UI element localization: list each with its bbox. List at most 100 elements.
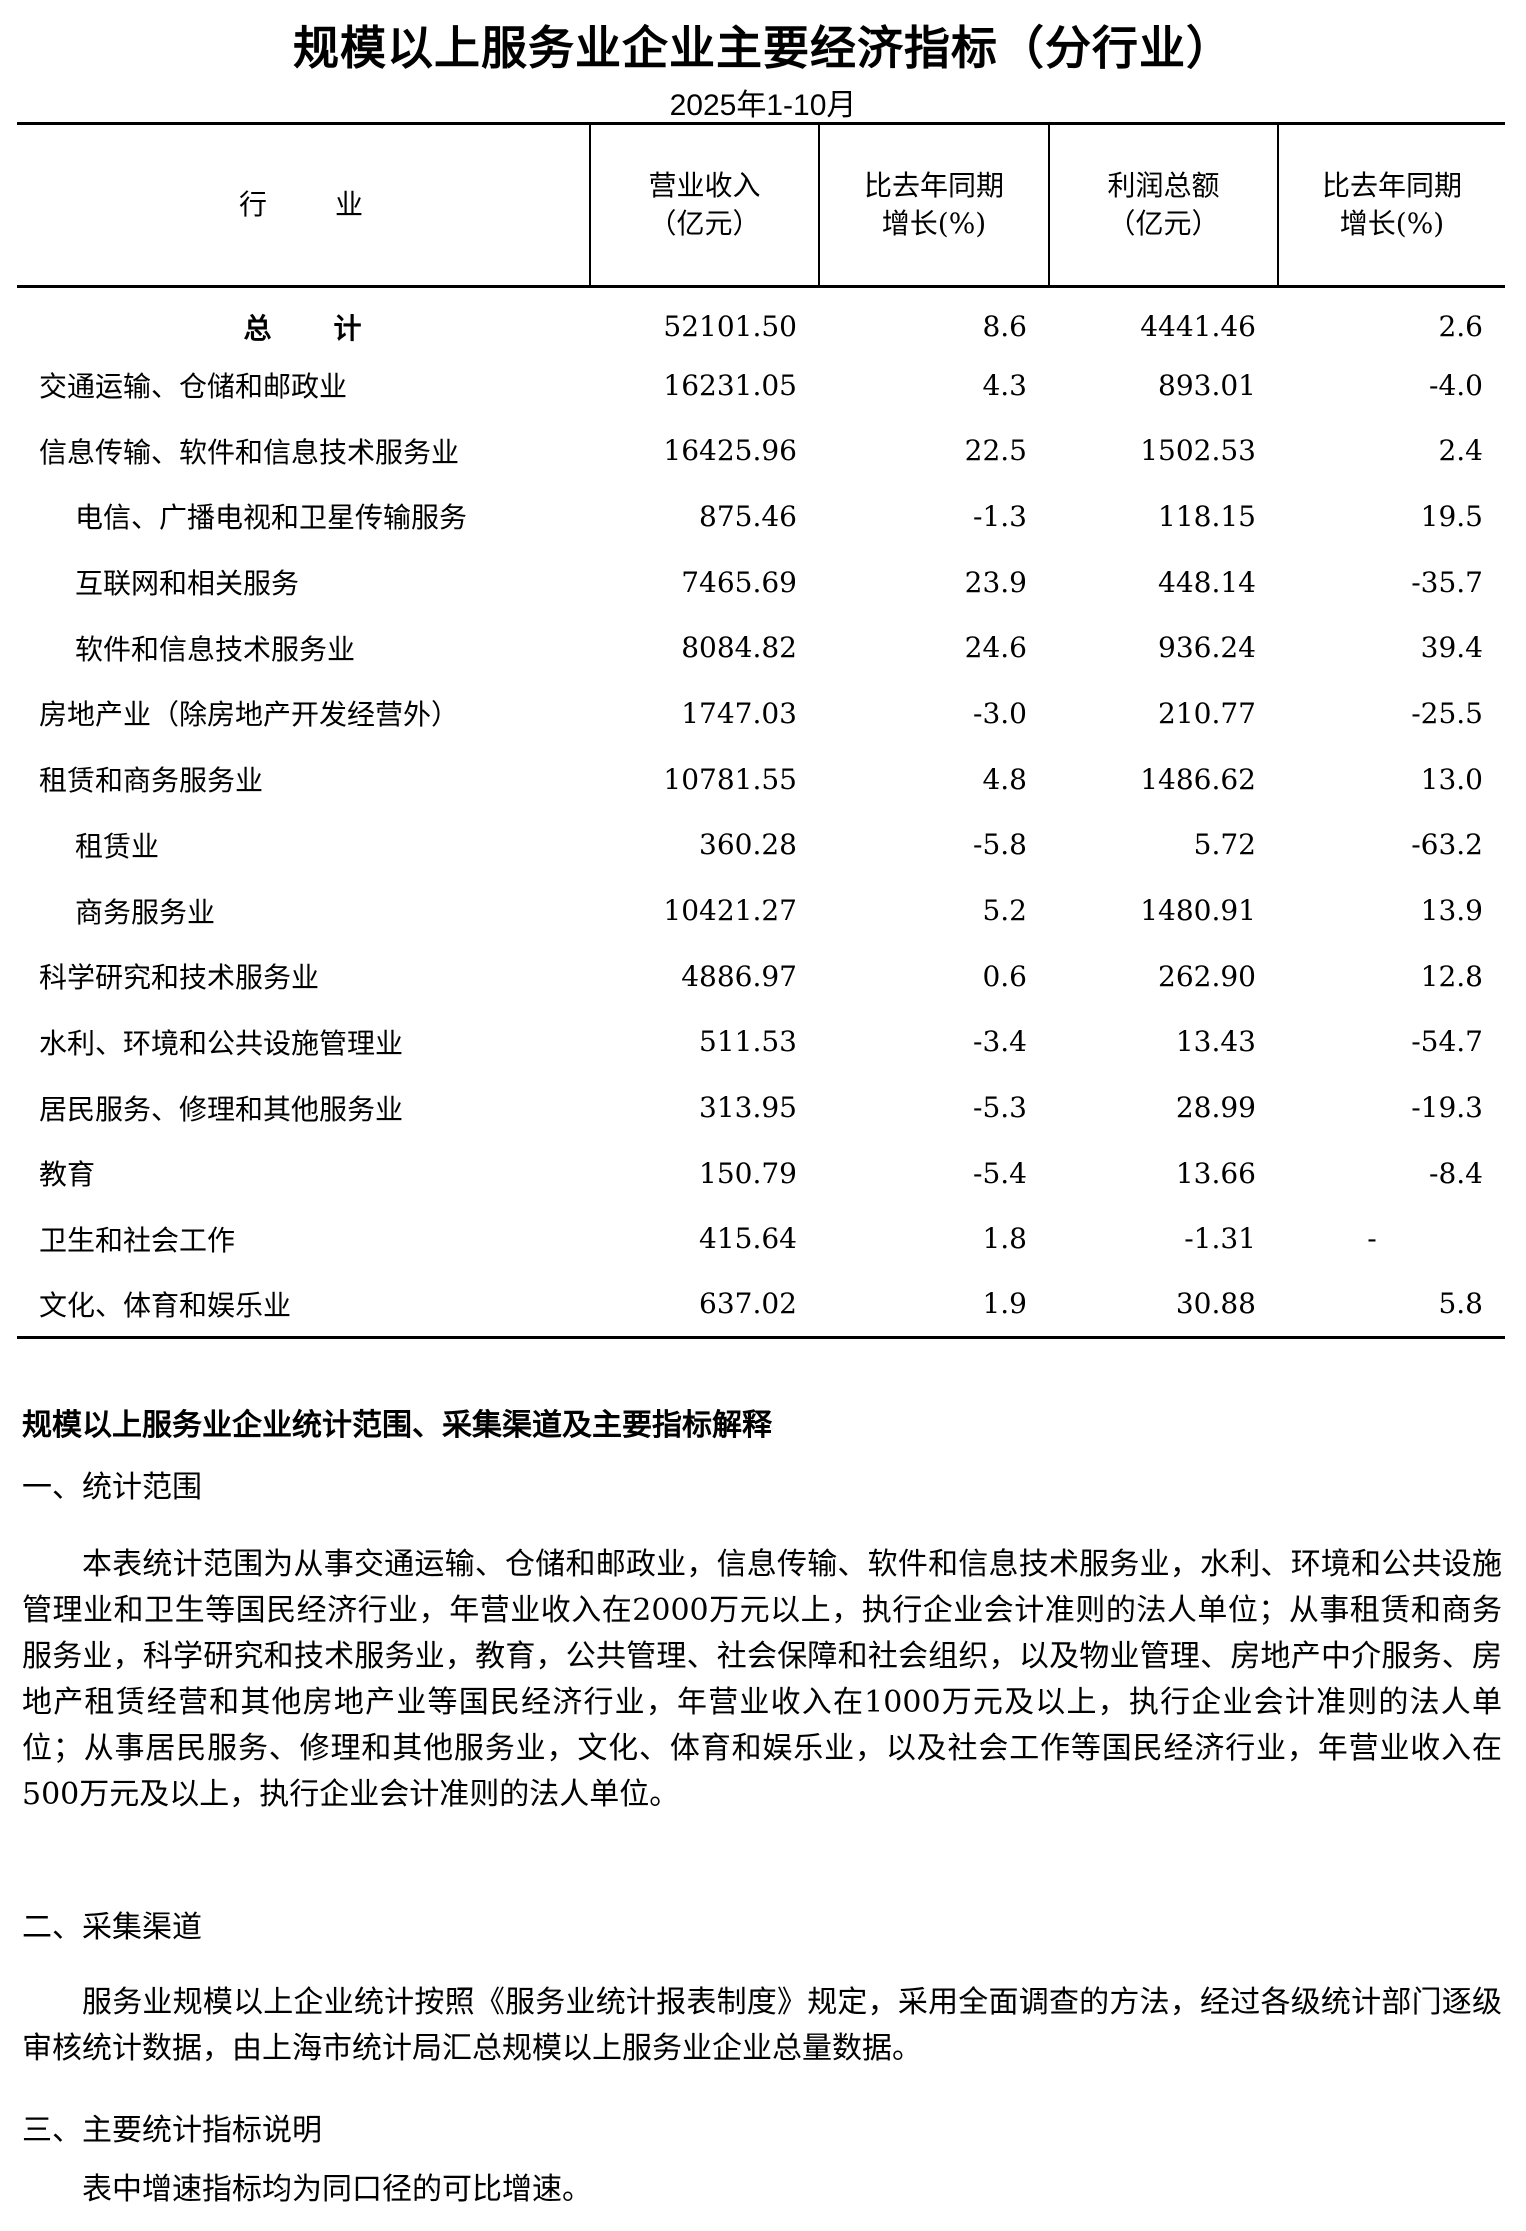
table-row: 科学研究和技术服务业 4886.97 0.6 262.90 12.8 [17, 943, 1505, 1009]
rev_growth-cell: -5.4 [973, 1156, 1027, 1190]
profit-cell: 1502.53 [1140, 434, 1256, 468]
profit_growth-cell: 13.0 [1420, 762, 1483, 796]
table-body: 总 计 52101.50 8.6 4441.46 2.6 交通运输、仓储和邮政业 16231… [17, 287, 1505, 1338]
table-row: 租赁和商务服务业 10781.55 4.8 1486.62 13.0 [17, 746, 1505, 812]
profit_growth-cell: 39.4 [1420, 631, 1483, 665]
revenue-cell: 1747.03 [681, 696, 797, 730]
rev_growth-cell: -5.8 [973, 828, 1027, 862]
industry-name-cell: 信息传输、软件和信息技术服务业 [39, 435, 460, 469]
revenue-cell: 360.28 [699, 828, 797, 862]
table-row: 文化、体育和娱乐业 637.02 1.9 30.88 5.8 [17, 1272, 1505, 1338]
table-row: 房地产业（除房地产开发经营外） 1747.03 -3.0 210.77 -25.5 [17, 681, 1505, 747]
rev_growth-cell: -1.3 [973, 499, 1027, 533]
table-row: 卫生和社会工作 415.64 1.8 -1.31 - [17, 1206, 1505, 1272]
rev_growth-cell: 22.5 [964, 434, 1027, 468]
profit_growth-cell: -4.0 [1429, 368, 1483, 402]
profit-cell: 118.15 [1158, 499, 1256, 533]
column-header-line: 营业收入 [648, 169, 761, 202]
profit-cell: 1486.62 [1140, 762, 1256, 796]
profit-cell: 448.14 [1158, 565, 1256, 599]
column-header: 比去年同期增长(%) [1277, 123, 1505, 287]
rev_growth-cell: -5.3 [973, 1091, 1027, 1125]
profit_growth-cell: -63.2 [1411, 828, 1483, 862]
section-1-title: 一、统计范围 [22, 1470, 202, 1505]
table-row: 居民服务、修理和其他服务业 313.95 -5.3 28.99 -19.3 [17, 1075, 1505, 1141]
profit_growth-cell: 12.8 [1420, 959, 1483, 993]
industry-name-cell: 房地产业（除房地产开发经营外） [39, 698, 460, 732]
profit_growth-cell: -19.3 [1411, 1091, 1483, 1125]
industry-name-cell: 租赁业 [75, 829, 160, 863]
revenue-cell: 313.95 [699, 1091, 797, 1125]
rev_growth-cell: -3.0 [973, 696, 1027, 730]
rev_growth-cell: 1.9 [982, 1287, 1027, 1321]
profit_growth-cell: - [1367, 1222, 1377, 1256]
profit-cell: 210.77 [1158, 696, 1256, 730]
revenue-cell: 16425.96 [663, 434, 797, 468]
profit-cell: 262.90 [1158, 959, 1256, 993]
column-header: 行 业 [17, 124, 590, 287]
industry-name-cell: 交通运输、仓储和邮政业 [39, 370, 348, 404]
column-header: 比去年同期增长(%) [818, 123, 1049, 287]
industry-name-cell: 文化、体育和娱乐业 [39, 1288, 292, 1322]
table-row: 水利、环境和公共设施管理业 511.53 -3.4 13.43 -54.7 [17, 1009, 1505, 1075]
industry-name-cell: 互联网和相关服务 [75, 567, 300, 601]
profit_growth-cell: 13.9 [1420, 894, 1483, 928]
section-3-title: 三、主要统计指标说明 [22, 2113, 322, 2148]
profit_growth-cell: 2.4 [1438, 434, 1483, 468]
industry-name-cell: 居民服务、修理和其他服务业 [39, 1092, 404, 1126]
revenue-cell: 8084.82 [681, 631, 797, 665]
profit_growth-cell: -8.4 [1429, 1156, 1483, 1190]
profit-cell: -1.31 [1184, 1222, 1256, 1256]
industry-name-cell: 水利、环境和公共设施管理业 [39, 1026, 404, 1060]
profit-cell: 13.66 [1175, 1156, 1256, 1190]
section-1-text: 本表统计范围为从事交通运输、仓储和邮政业，信息传输、软件和信息技术服务业，水利、… [22, 1547, 1502, 1812]
revenue-cell: 10781.55 [663, 762, 797, 796]
column-header-line: 比去年同期 [1321, 169, 1462, 202]
column-header-unit: 增长(%) [1339, 207, 1445, 240]
revenue-cell: 415.64 [699, 1222, 797, 1256]
rev_growth-cell: 4.3 [982, 368, 1027, 402]
rev_growth-cell: 23.9 [964, 565, 1027, 599]
industry-name-cell: 科学研究和技术服务业 [39, 961, 320, 995]
section-2-text: 服务业规模以上企业统计按照《服务业统计报表制度》规定，采用全面调查的方法，经过各… [22, 1985, 1502, 2066]
table-row: 互联网和相关服务 7465.69 23.9 448.14 -35.7 [17, 549, 1505, 615]
profit_growth-cell: -54.7 [1411, 1025, 1483, 1059]
page-title: 规模以上服务业企业主要经济指标（分行业） [293, 22, 1233, 74]
column-header-line: 比去年同期 [863, 169, 1004, 202]
rev_growth-cell: 0.6 [982, 959, 1027, 993]
notes-heading: 规模以上服务业企业统计范围、采集渠道及主要指标解释 [22, 1408, 772, 1443]
rev_growth-cell: 1.8 [982, 1222, 1027, 1256]
industry-name-cell: 电信、广播电视和卫星传输服务 [75, 501, 468, 535]
column-header-unit: （亿元） [1107, 207, 1220, 240]
industry-name-cell: 总 计 [243, 312, 364, 346]
table-row: 信息传输、软件和信息技术服务业 16425.96 22.5 1502.53 2.4 [17, 418, 1505, 484]
profit_growth-cell: 5.8 [1438, 1287, 1483, 1321]
revenue-cell: 511.53 [699, 1025, 797, 1059]
industry-name-cell: 教育 [39, 1158, 96, 1192]
table-row: 租赁业 360.28 -5.8 5.72 -63.2 [17, 812, 1505, 878]
section-2-title: 二、采集渠道 [22, 1910, 202, 1945]
table-row: 总 计 52101.50 8.6 4441.46 2.6 [17, 287, 1505, 353]
profit-cell: 30.88 [1175, 1287, 1256, 1321]
revenue-cell: 875.46 [699, 499, 797, 533]
profit-cell: 1480.91 [1140, 894, 1256, 928]
profit-cell: 28.99 [1175, 1091, 1256, 1125]
rev_growth-cell: -3.4 [973, 1025, 1027, 1059]
section-3-text: 表中增速指标均为同口径的可比增速。 [82, 2172, 592, 2207]
profit-cell: 936.24 [1158, 631, 1256, 665]
revenue-cell: 4886.97 [681, 959, 797, 993]
industry-name-cell: 软件和信息技术服务业 [75, 632, 356, 666]
indicator-table: 行 业营业收入 （亿元） 比去年同期 增长(%) 利润总额 （亿元） 比去年同期 增长(%) … [17, 122, 1505, 1339]
table-row: 软件和信息技术服务业 8084.82 24.6 936.24 39.4 [17, 615, 1505, 681]
rev_growth-cell: 8.6 [982, 310, 1027, 344]
profit-cell: 5.72 [1193, 828, 1256, 862]
rev_growth-cell: 5.2 [982, 894, 1027, 928]
profit_growth-cell: -35.7 [1411, 565, 1483, 599]
profit-cell: 4441.46 [1140, 310, 1256, 344]
table-row: 交通运输、仓储和邮政业 16231.05 4.3 893.01 -4.0 [17, 352, 1505, 418]
column-header-unit: 增长(%) [881, 207, 987, 240]
rev_growth-cell: 24.6 [964, 631, 1027, 665]
profit-cell: 893.01 [1158, 368, 1256, 402]
revenue-cell: 52101.50 [663, 310, 797, 344]
column-header-line: 行 业 [238, 188, 367, 221]
